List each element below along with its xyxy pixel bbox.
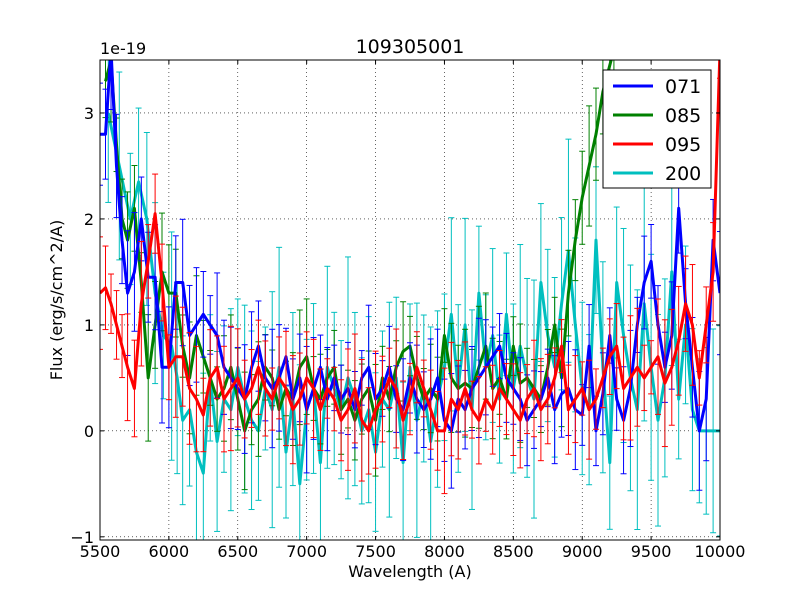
legend-label-085: 085 bbox=[665, 105, 701, 127]
legend: 071 085 095 200 bbox=[602, 69, 712, 189]
legend-box bbox=[602, 69, 712, 189]
x-axis-label: Wavelength (A) bbox=[348, 562, 471, 581]
plot-frame bbox=[99, 59, 721, 541]
x-tick-label: 6000 bbox=[149, 542, 190, 561]
x-tick-label: 8000 bbox=[424, 542, 465, 561]
legend-label-071: 071 bbox=[665, 76, 701, 98]
x-tick-label: 8500 bbox=[493, 542, 534, 561]
series-group bbox=[100, 60, 720, 540]
chart-title: 109305001 bbox=[356, 36, 465, 58]
x-tick-label: 9000 bbox=[562, 542, 603, 561]
legend-label-095: 095 bbox=[665, 134, 701, 156]
y-tick-label: 2 bbox=[84, 210, 94, 229]
y-tick-label: 1 bbox=[84, 316, 94, 335]
x-tick-label: 10000 bbox=[695, 542, 746, 561]
y-tick-label: 3 bbox=[84, 104, 94, 123]
series-line-095 bbox=[100, 60, 720, 433]
y-axis-offset-label: 1e-19 bbox=[100, 39, 146, 58]
axis-ticks: 5500 6000 6500 7000 7500 8000 8500 9000 9500 1000… bbox=[70, 60, 745, 561]
x-tick-label: 7500 bbox=[355, 542, 396, 561]
legend-label-200: 200 bbox=[665, 163, 701, 185]
y-axis-label: Flux (erg/s/cm^2/A) bbox=[47, 220, 66, 381]
x-tick-label: 5500 bbox=[80, 542, 121, 561]
x-tick-label: 7000 bbox=[286, 542, 327, 561]
y-tick-label: −1 bbox=[70, 528, 94, 547]
x-tick-label: 9500 bbox=[631, 542, 672, 561]
series-095 bbox=[100, 60, 720, 495]
y-tick-label: 0 bbox=[84, 422, 94, 441]
x-tick-label: 6500 bbox=[217, 542, 258, 561]
